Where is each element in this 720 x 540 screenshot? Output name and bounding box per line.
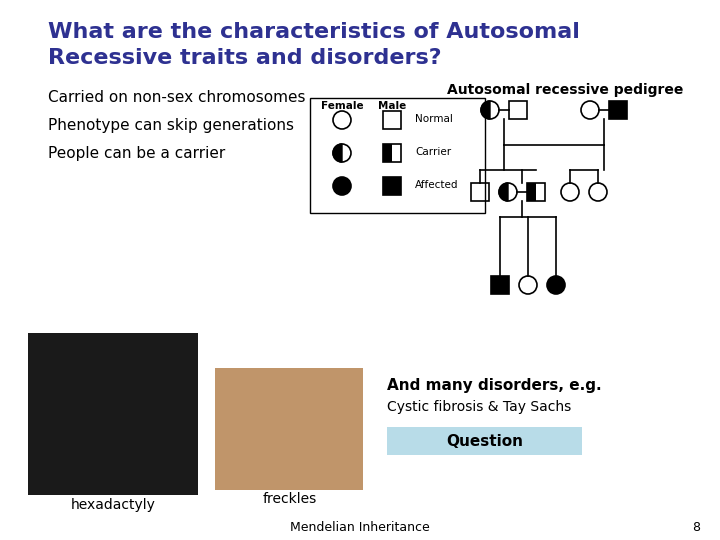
Text: What are the characteristics of Autosomal: What are the characteristics of Autosoma…: [48, 22, 580, 42]
Text: freckles: freckles: [263, 492, 317, 506]
Bar: [471, 183, 489, 201]
Bar: [527, 183, 536, 201]
Polygon shape: [481, 101, 490, 119]
Bar: [383, 144, 401, 162]
Text: Cystic fibrosis & Tay Sachs: Cystic fibrosis & Tay Sachs: [387, 400, 571, 414]
Text: Normal: Normal: [415, 114, 453, 124]
Text: Male: Male: [378, 101, 406, 111]
Text: Affected: Affected: [415, 180, 459, 190]
Text: Carried on non-sex chromosomes: Carried on non-sex chromosomes: [48, 90, 305, 105]
Text: And many disorders, e.g.: And many disorders, e.g.: [387, 378, 602, 393]
Bar: [509, 101, 527, 119]
Text: hexadactyly: hexadactyly: [71, 498, 156, 512]
Bar: [310, 98, 485, 213]
Bar: [609, 101, 627, 119]
Circle shape: [333, 177, 351, 195]
Text: People can be a carrier: People can be a carrier: [48, 146, 225, 161]
Bar: [28, 333, 198, 495]
Text: Autosomal recessive pedigree: Autosomal recessive pedigree: [447, 83, 683, 97]
Text: Question: Question: [446, 435, 523, 449]
Text: Female: Female: [320, 101, 364, 111]
Bar: [215, 368, 363, 490]
Text: Carrier: Carrier: [415, 147, 451, 157]
Bar: [383, 111, 401, 129]
Bar: [387, 427, 582, 455]
Text: Mendelian Inheritance: Mendelian Inheritance: [290, 521, 430, 534]
Bar: [491, 276, 509, 294]
Polygon shape: [333, 144, 342, 162]
Bar: [383, 177, 401, 195]
Bar: [383, 144, 392, 162]
Circle shape: [547, 276, 565, 294]
Text: Phenotype can skip generations: Phenotype can skip generations: [48, 118, 294, 133]
Text: 8: 8: [692, 521, 700, 534]
Text: Recessive traits and disorders?: Recessive traits and disorders?: [48, 48, 441, 68]
Polygon shape: [499, 183, 508, 201]
Bar: [527, 183, 545, 201]
